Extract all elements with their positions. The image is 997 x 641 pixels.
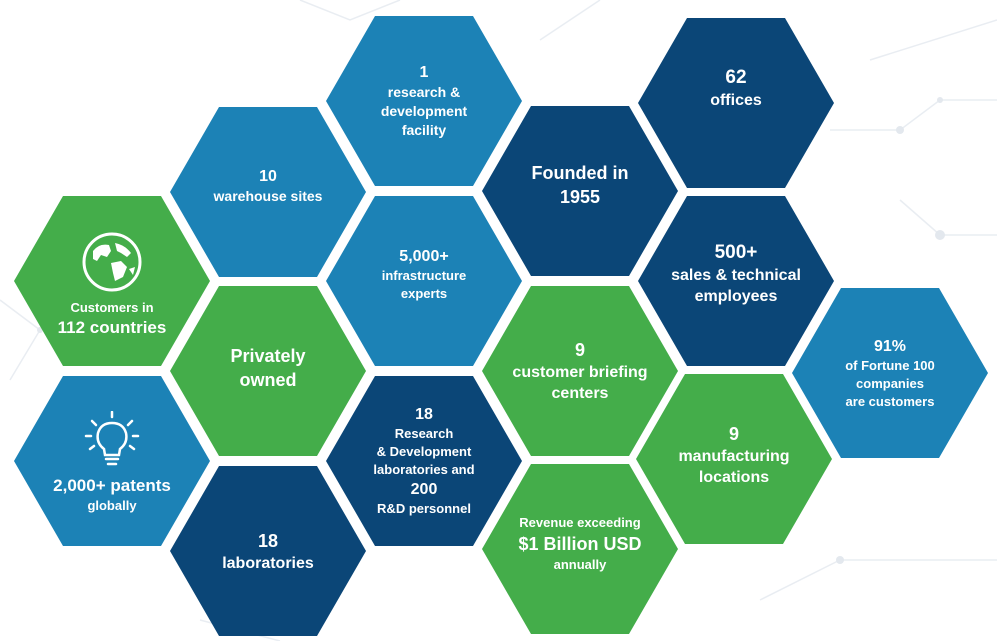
stat-number: 18 xyxy=(415,406,433,423)
stat-label: employees xyxy=(694,288,778,305)
stat-hex-fortune: 91% of Fortune 100 companies are custome… xyxy=(792,288,988,458)
stat-label: globally xyxy=(87,498,137,513)
stat-number: 1955 xyxy=(559,187,601,207)
stat-label: companies xyxy=(856,375,924,391)
stat-hex-founded: Founded in 1955 xyxy=(482,106,678,276)
stat-label: facility xyxy=(401,122,447,138)
stat-number: 500+ xyxy=(714,242,758,263)
stat-label: Privately xyxy=(230,346,306,366)
stat-hex-offices: 62 offices xyxy=(638,18,834,188)
stat-hex-revenue: Revenue exceeding $1 Billion USD annuall… xyxy=(482,464,678,634)
lightbulb-icon xyxy=(84,411,140,466)
stat-label: owned xyxy=(239,370,297,390)
stat-label: offices xyxy=(710,91,762,109)
stat-label: Revenue exceeding xyxy=(519,515,641,530)
stat-label: laboratories xyxy=(222,554,314,572)
stat-number: 91% xyxy=(873,337,907,355)
stat-hex-briefing: 9 customer briefing centers xyxy=(482,286,678,456)
stat-label: locations xyxy=(698,469,770,486)
stat-label: & Development xyxy=(376,444,472,459)
stat-label: laboratories and xyxy=(373,462,475,477)
stat-label: sales & technical xyxy=(671,267,801,284)
stat-label: Research xyxy=(394,426,454,441)
stat-label: R&D personnel xyxy=(377,501,471,516)
stat-label: are customers xyxy=(845,393,935,409)
stat-label: research & xyxy=(387,84,461,100)
stat-number: 10 xyxy=(259,168,277,185)
stat-hex-manufacturing: 9 manufacturing locations xyxy=(636,374,832,544)
stat-number: 62 xyxy=(725,66,747,88)
stat-label: centers xyxy=(551,385,609,402)
stat-number: 5,000+ xyxy=(399,247,449,265)
stat-label: of Fortune 100 xyxy=(845,357,935,373)
stat-number: 112 countries xyxy=(57,318,167,337)
stat-number: 9 xyxy=(728,424,739,444)
stat-label: Founded in xyxy=(531,163,629,183)
stat-label: infrastructure xyxy=(381,267,467,283)
stat-number: 9 xyxy=(574,340,585,360)
stat-label: annually xyxy=(553,557,607,572)
stat-hex-sales: 500+ sales & technical employees xyxy=(638,196,834,366)
stat-label: Customers in xyxy=(70,300,154,315)
stat-label: development xyxy=(380,103,468,119)
stat-label: manufacturing xyxy=(678,448,790,465)
stat-number: 1 xyxy=(419,64,429,81)
stat-number: $1 Billion USD xyxy=(518,534,642,554)
stat-label: customer briefing xyxy=(512,364,648,381)
stat-number: 18 xyxy=(257,530,279,551)
stat-label: 2,000+ patents xyxy=(53,476,171,495)
stat-label: experts xyxy=(400,285,448,301)
stat-label: warehouse sites xyxy=(213,188,323,204)
stat-number: 200 xyxy=(410,481,438,498)
globe-icon xyxy=(82,232,142,292)
